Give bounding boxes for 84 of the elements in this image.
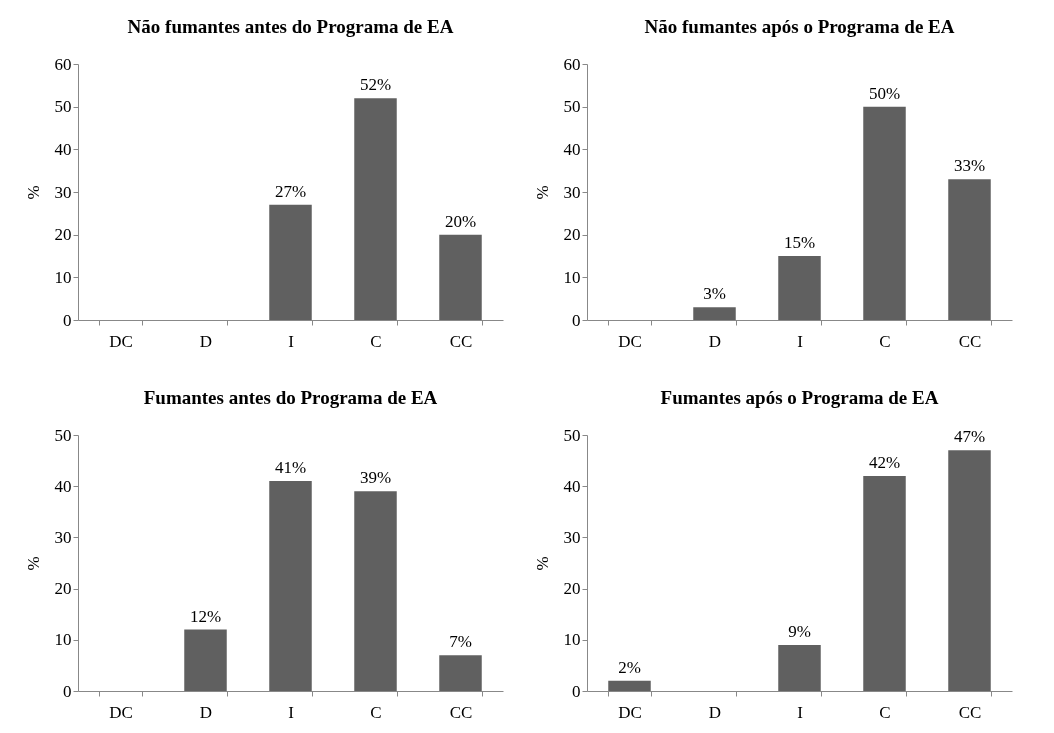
y-tick-label: 60 bbox=[54, 54, 72, 74]
bar bbox=[269, 204, 312, 320]
chart-title: Fumantes antes do Programa de EA bbox=[143, 387, 438, 408]
y-tick-label: 40 bbox=[563, 139, 581, 159]
chart-title: Não fumantes após o Programa de EA bbox=[644, 16, 955, 37]
x-tick-label: CC bbox=[449, 331, 473, 351]
y-tick-label: 20 bbox=[563, 225, 581, 245]
x-tick-label: I bbox=[797, 702, 804, 722]
data-label: 20% bbox=[444, 211, 477, 231]
data-label: 7% bbox=[449, 632, 472, 652]
x-tick-label: C bbox=[370, 702, 382, 722]
x-tick-label: I bbox=[288, 702, 295, 722]
bar bbox=[863, 475, 906, 691]
y-tick-label: 20 bbox=[54, 225, 72, 245]
x-tick-label: C bbox=[879, 331, 891, 351]
x-tick-label: CC bbox=[958, 702, 982, 722]
data-label: 39% bbox=[359, 468, 392, 488]
bar bbox=[439, 655, 482, 691]
data-label: 27% bbox=[274, 181, 307, 201]
bar bbox=[948, 179, 991, 320]
bar bbox=[863, 106, 906, 320]
y-tick-label: 30 bbox=[54, 182, 72, 202]
data-label: 12% bbox=[189, 606, 222, 626]
data-label: 47% bbox=[953, 427, 986, 447]
chart-title: Fumantes após o Programa de EA bbox=[660, 387, 939, 408]
data-label: 41% bbox=[274, 458, 307, 478]
x-tick-label: CC bbox=[958, 331, 982, 351]
bar bbox=[354, 491, 397, 691]
x-tick-label: I bbox=[288, 331, 295, 351]
bar bbox=[608, 680, 651, 691]
bar bbox=[778, 256, 821, 320]
bar bbox=[439, 234, 482, 320]
y-tick-label: 10 bbox=[54, 267, 72, 287]
y-axis-title: % bbox=[23, 556, 43, 571]
data-label: 9% bbox=[788, 621, 811, 641]
y-tick-label: 0 bbox=[572, 310, 581, 330]
x-tick-label: CC bbox=[449, 702, 473, 722]
y-tick-label: 30 bbox=[563, 527, 581, 547]
data-label: 3% bbox=[703, 284, 726, 304]
y-tick-label: 20 bbox=[54, 579, 72, 599]
y-tick-label: 0 bbox=[63, 310, 72, 330]
bar bbox=[778, 644, 821, 691]
x-tick-label: C bbox=[370, 331, 382, 351]
data-label: 42% bbox=[868, 452, 901, 472]
x-tick-label: DC bbox=[618, 331, 642, 351]
y-tick-label: 40 bbox=[54, 476, 72, 496]
y-tick-label: 10 bbox=[54, 630, 72, 650]
y-tick-label: 50 bbox=[54, 425, 72, 445]
y-tick-label: 10 bbox=[563, 267, 581, 287]
y-tick-label: 20 bbox=[563, 579, 581, 599]
bar bbox=[948, 450, 991, 691]
y-tick-label: 30 bbox=[54, 527, 72, 547]
x-tick-label: I bbox=[797, 331, 804, 351]
x-tick-label: C bbox=[879, 702, 891, 722]
bar bbox=[693, 307, 736, 320]
y-tick-label: 50 bbox=[563, 97, 581, 117]
y-axis-title: % bbox=[532, 185, 552, 200]
bar bbox=[269, 481, 312, 691]
x-tick-label: DC bbox=[109, 702, 133, 722]
x-tick-label: DC bbox=[109, 331, 133, 351]
y-axis-title: % bbox=[532, 556, 552, 571]
chart-title: Não fumantes antes do Programa de EA bbox=[127, 16, 454, 37]
x-tick-label: DC bbox=[618, 702, 642, 722]
y-tick-label: 40 bbox=[54, 139, 72, 159]
x-tick-label: D bbox=[199, 331, 213, 351]
x-tick-label: D bbox=[708, 702, 722, 722]
bar bbox=[354, 98, 397, 320]
data-label: 33% bbox=[953, 156, 986, 176]
x-tick-label: D bbox=[708, 331, 722, 351]
x-tick-label: D bbox=[199, 702, 213, 722]
y-tick-label: 10 bbox=[563, 630, 581, 650]
data-label: 50% bbox=[868, 83, 901, 103]
y-tick-label: 0 bbox=[572, 681, 581, 701]
y-axis-title: % bbox=[23, 185, 43, 200]
data-label: 2% bbox=[618, 657, 641, 677]
y-tick-label: 50 bbox=[54, 97, 72, 117]
y-tick-label: 50 bbox=[563, 425, 581, 445]
data-label: 52% bbox=[359, 75, 392, 95]
y-tick-label: 60 bbox=[563, 54, 581, 74]
data-label: 15% bbox=[783, 233, 816, 252]
bar bbox=[184, 629, 227, 691]
y-tick-label: 40 bbox=[563, 476, 581, 496]
y-tick-label: 30 bbox=[563, 182, 581, 202]
y-tick-label: 0 bbox=[63, 681, 72, 701]
